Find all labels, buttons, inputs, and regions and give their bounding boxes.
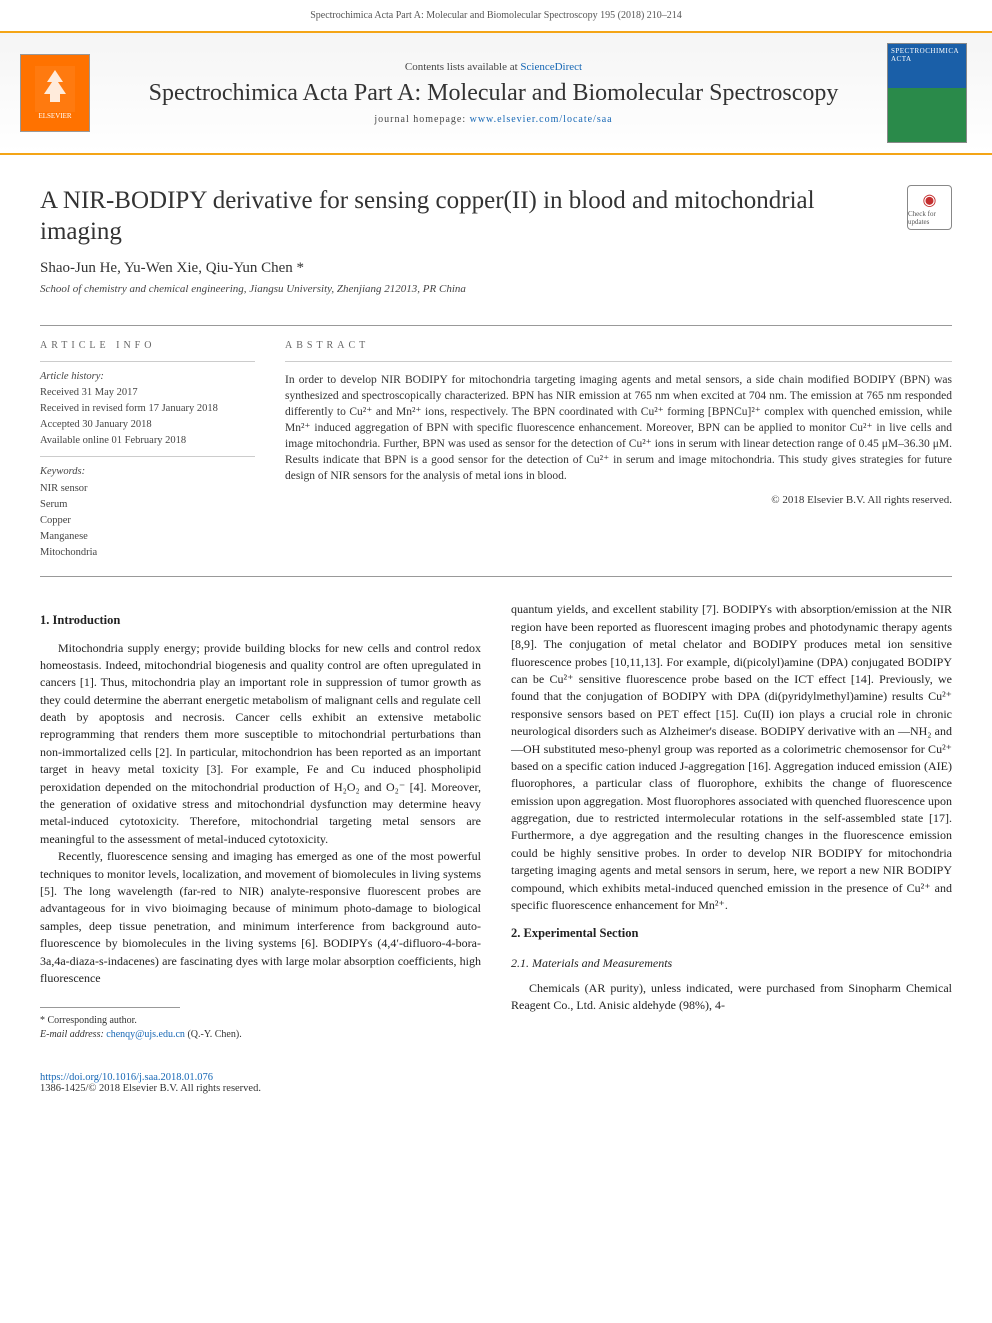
received-date: Received 31 May 2017 [40,386,255,400]
experimental-heading: 2. Experimental Section [511,924,952,942]
col2-paragraph-1: quantum yields, and excellent stability … [511,601,952,914]
abstract-copyright: © 2018 Elsevier B.V. All rights reserved… [285,494,952,506]
crossmark-label: Check for updates [908,210,951,226]
journal-name: Spectrochimica Acta Part A: Molecular an… [115,79,872,108]
homepage-line: journal homepage: www.elsevier.com/locat… [115,114,872,125]
doi-link[interactable]: https://doi.org/10.1016/j.saa.2018.01.07… [40,1072,213,1083]
authors: Shao-Jun He, Yu-Wen Xie, Qiu-Yun Chen * [40,260,952,277]
keyword: Mitochondria [40,546,255,560]
elsevier-logo: ELSEVIER [20,54,90,132]
sciencedirect-link[interactable]: ScienceDirect [520,61,582,73]
email-note: E-mail address: chenqy@ujs.edu.cn (Q.-Y.… [40,1028,481,1042]
homepage-link[interactable]: www.elsevier.com/locate/saa [470,114,613,125]
email-label: E-mail address: [40,1029,106,1040]
email-link[interactable]: chenqy@ujs.edu.cn [106,1029,185,1040]
column-left: 1. Introduction Mitochondria supply ener… [40,601,481,1042]
crossmark-icon: ◉ [923,190,937,210]
body-columns: 1. Introduction Mitochondria supply ener… [0,591,992,1062]
issn-copyright: 1386-1425/© 2018 Elsevier B.V. All right… [40,1083,261,1094]
elsevier-logo-text: ELSEVIER [38,112,71,120]
affiliation: School of chemistry and chemical enginee… [40,283,952,295]
online-date: Available online 01 February 2018 [40,434,255,448]
experimental-subheading: 2.1. Materials and Measurements [511,955,952,972]
banner-left: ELSEVIER [20,54,100,132]
intro-paragraph-1: Mitochondria supply energy; provide buil… [40,640,481,849]
intro-heading: 1. Introduction [40,611,481,629]
revised-date: Received in revised form 17 January 2018 [40,402,255,416]
article-info-panel: article info Article history: Received 3… [40,340,255,563]
contents-prefix: Contents lists available at [405,61,520,73]
page-footer: https://doi.org/10.1016/j.saa.2018.01.07… [0,1062,992,1114]
running-header: Spectrochimica Acta Part A: Molecular an… [0,0,992,31]
history-label: Article history: [40,370,255,384]
keyword: Manganese [40,530,255,544]
cover-label: SPECTROCHIMICA ACTA [891,47,963,63]
journal-banner: ELSEVIER Contents lists available at Sci… [0,31,992,155]
keyword: Copper [40,514,255,528]
banner-center: Contents lists available at ScienceDirec… [100,61,887,125]
abstract-text: In order to develop NIR BODIPY for mitoc… [285,372,952,485]
keywords-label: Keywords: [40,465,255,479]
meta-section: article info Article history: Received 3… [40,325,952,563]
abstract-panel: abstract In order to develop NIR BODIPY … [285,340,952,563]
crossmark-badge[interactable]: ◉ Check for updates [907,185,952,230]
homepage-prefix: journal homepage: [374,114,469,125]
banner-right: SPECTROCHIMICA ACTA [887,43,972,143]
title-row: A NIR-BODIPY derivative for sensing copp… [40,185,952,248]
article-info-heading: article info [40,340,255,351]
footnote-separator [40,1007,180,1008]
abstract-heading: abstract [285,340,952,351]
intro-paragraph-2: Recently, fluorescence sensing and imagi… [40,848,481,987]
footer-left: https://doi.org/10.1016/j.saa.2018.01.07… [40,1072,261,1094]
keyword: NIR sensor [40,482,255,496]
corresponding-author-note: * Corresponding author. [40,1014,481,1028]
accepted-date: Accepted 30 January 2018 [40,418,255,432]
journal-cover-thumbnail: SPECTROCHIMICA ACTA [887,43,967,143]
email-suffix: (Q.-Y. Chen). [185,1029,242,1040]
experimental-paragraph-1: Chemicals (AR purity), unless indicated,… [511,980,952,1015]
contents-line: Contents lists available at ScienceDirec… [115,61,872,73]
column-right: quantum yields, and excellent stability … [511,601,952,1042]
section-divider [40,576,952,577]
article-head: A NIR-BODIPY derivative for sensing copp… [0,155,992,305]
article-title: A NIR-BODIPY derivative for sensing copp… [40,185,887,248]
running-header-link[interactable]: Spectrochimica Acta Part A: Molecular an… [310,10,682,21]
elsevier-tree-icon [35,66,75,112]
keyword: Serum [40,498,255,512]
